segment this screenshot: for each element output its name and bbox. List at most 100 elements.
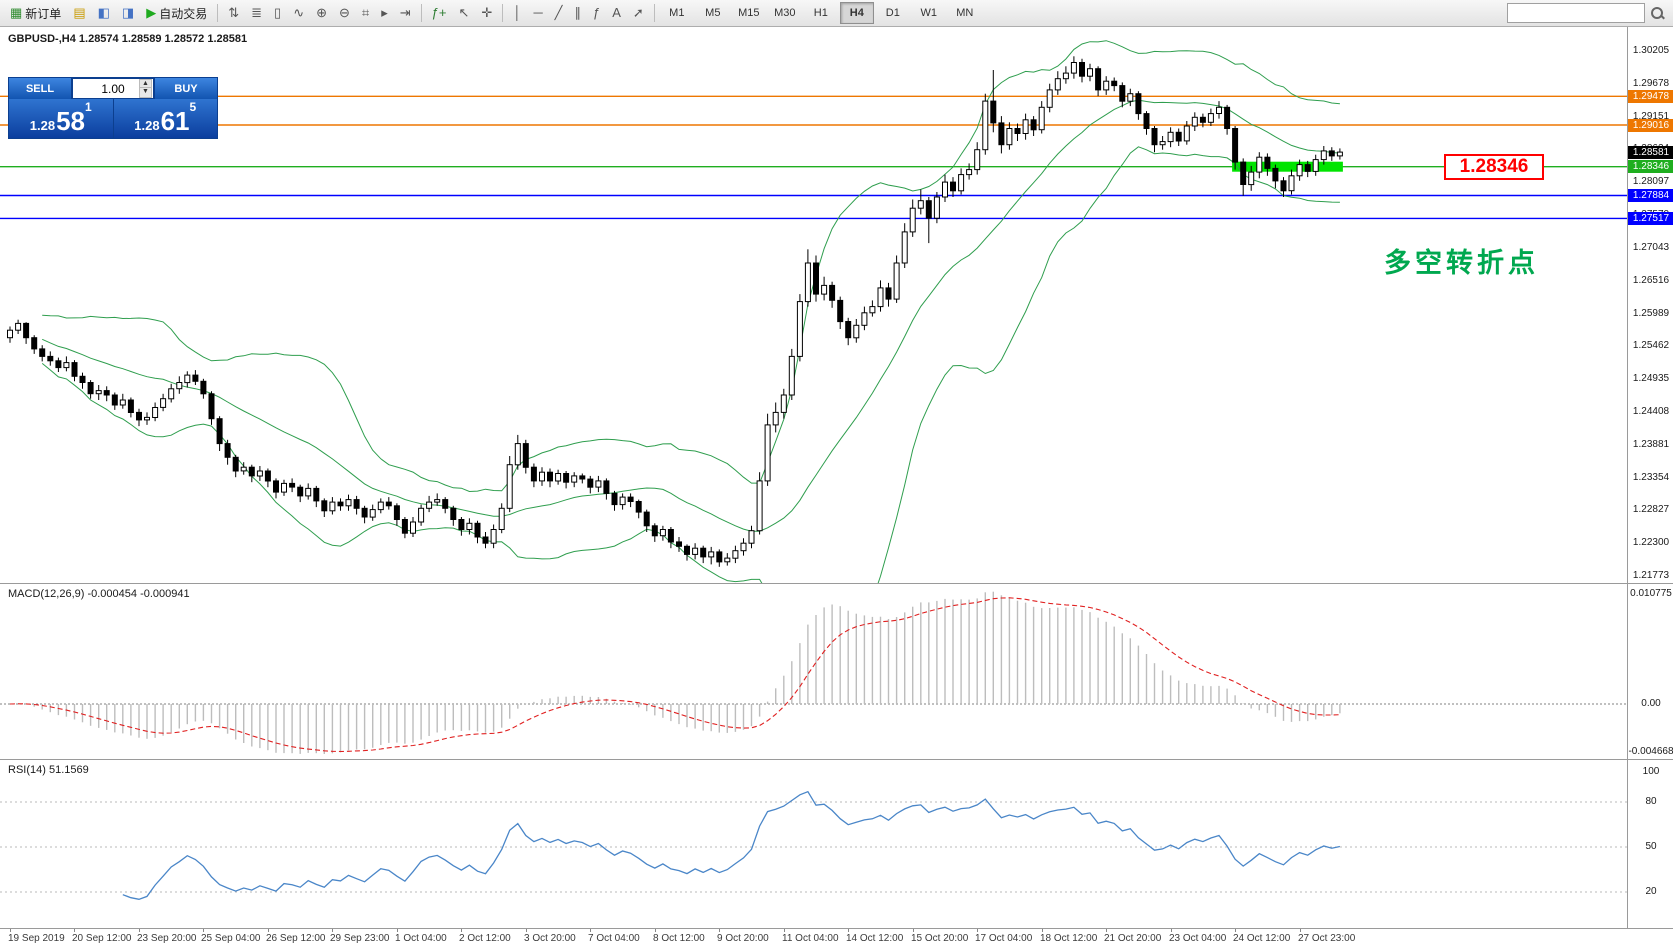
rsi-scale-tick: 80	[1645, 796, 1657, 807]
rsi-scale-tick: 100	[1642, 766, 1660, 777]
timeframe-m1-button[interactable]: M1	[669, 7, 685, 19]
price-tick: 1.30205	[1632, 45, 1670, 56]
chart-window-button[interactable]: ▤	[67, 1, 91, 25]
macd-panel[interactable]: MACD(12,26,9) -0.000454 -0.000941	[0, 584, 1627, 759]
autotrading-button[interactable]: ▶ 自动交易	[140, 1, 213, 25]
horizontal-line-icon: ─	[533, 5, 543, 20]
time-label: 23 Sep 20:00	[137, 933, 197, 944]
line-chart-button[interactable]: ∿	[287, 1, 310, 25]
time-tick	[203, 929, 204, 932]
autotrading-label: 自动交易	[159, 6, 208, 21]
buy-button[interactable]: BUY	[154, 78, 217, 99]
search-icon[interactable]	[1650, 6, 1665, 21]
level-price-badge: 1.27884	[1628, 189, 1673, 202]
panel-divider[interactable]	[0, 759, 1673, 762]
rsi-panel[interactable]: RSI(14) 51.1569	[0, 760, 1627, 928]
time-label: 2 Oct 12:00	[459, 933, 511, 944]
time-tick	[461, 929, 462, 932]
auto-scroll-icon: ▸	[381, 5, 388, 20]
cursor-icon: ↖	[458, 5, 470, 20]
grid-button[interactable]: ⌗	[356, 1, 375, 25]
crosshair-button[interactable]: ✛	[475, 1, 498, 25]
timeframe-mn-button[interactable]: MN	[956, 7, 974, 19]
timeframe-w1-button[interactable]: W1	[920, 7, 938, 19]
time-label: 21 Oct 20:00	[1104, 933, 1162, 944]
data-window-icon: ◨	[121, 5, 135, 20]
time-tick	[1235, 929, 1236, 932]
data-window-button[interactable]: ◨	[116, 1, 140, 25]
new-order-icon: ▦	[10, 5, 23, 20]
timeframe-d1-button[interactable]: D1	[885, 7, 900, 19]
profiles-button[interactable]: ◧	[92, 1, 116, 25]
text-label-button[interactable]: A	[606, 1, 627, 25]
toolbar-separator	[502, 4, 504, 22]
time-label: 11 Oct 04:00	[782, 933, 839, 944]
vertical-line-button[interactable]: │	[507, 1, 527, 25]
timeframe-h1-button[interactable]: H1	[813, 7, 828, 19]
indicators-button[interactable]: ƒ+	[426, 1, 453, 25]
zoom-out-button[interactable]: ⊖	[333, 1, 356, 25]
rsi-canvas[interactable]	[0, 760, 1627, 928]
price-tick: 1.26516	[1632, 275, 1670, 286]
timeframe-m5-button[interactable]: M5	[705, 7, 721, 19]
time-label: 19 Sep 2019	[8, 933, 65, 944]
timeframe-m30-button[interactable]: M30	[774, 7, 796, 19]
timeframe-switcher: M1 M5 M15 M30 H1 H4 D1 W1 MN	[659, 2, 983, 24]
price-tick: 1.24935	[1632, 373, 1670, 384]
time-tick	[655, 929, 656, 932]
bar-chart-button[interactable]: ≣	[245, 1, 268, 25]
zoom-in-button[interactable]: ⊕	[310, 1, 333, 25]
search-input[interactable]	[1507, 3, 1645, 23]
vertical-line-icon: │	[513, 5, 522, 20]
buy-price-button[interactable]: 1.28 61 5	[112, 99, 217, 138]
time-axis[interactable]: 19 Sep 2019 20 Sep 12:00 23 Sep 20:00 25 Se…	[0, 929, 1673, 950]
time-tick	[332, 929, 333, 932]
sell-button[interactable]: SELL	[9, 78, 72, 99]
trendline-icon: ╱	[554, 5, 563, 20]
lot-decrease-button[interactable]: ▼	[139, 87, 152, 98]
price-tick: 1.29678	[1632, 78, 1670, 89]
timeframe-h4-button[interactable]: H4	[839, 2, 874, 24]
fibonacci-icon: ƒ	[592, 5, 601, 20]
lot-size-field[interactable]: 1.00 ▲ ▼	[72, 78, 154, 99]
new-order-button[interactable]: ▦ 新订单	[4, 1, 67, 25]
time-tick	[397, 929, 398, 932]
arrow-object-icon: ➚	[632, 5, 644, 20]
main-chart-panel[interactable]: GBPUSD-,H4 1.28574 1.28589 1.28572 1.285…	[0, 27, 1627, 583]
price-axis[interactable]: 1.302051.296781.291511.286241.280971.275…	[1627, 27, 1673, 583]
macd-canvas[interactable]	[0, 584, 1627, 759]
time-tick	[1042, 929, 1043, 932]
price-tick: 1.25462	[1632, 340, 1670, 351]
auto-scroll-button[interactable]: ▸	[375, 1, 394, 25]
indicators-icon: ƒ+	[431, 5, 447, 20]
candle-chart-icon: ▯	[274, 5, 282, 20]
fibonacci-button[interactable]: ƒ	[587, 1, 606, 25]
bar-chart-icon: ≣	[251, 5, 263, 20]
candle-chart-button[interactable]: ▯	[268, 1, 287, 25]
channel-button[interactable]: ∥	[568, 1, 587, 25]
time-label: 9 Oct 20:00	[717, 933, 769, 944]
lot-size-value[interactable]: 1.00	[101, 81, 125, 96]
autotrading-icon: ▶	[146, 5, 157, 20]
sell-price-button[interactable]: 1.28 58 1	[9, 99, 113, 138]
toolbar-button-groups: ▦ 新订单 ▤ ◧ ◨ ▶ 自动交易 ⇅ ≣ ▯ ∿ ⊕ ⊖ ⌗ ▸ ⇥ ƒ+ ↖ ✛ │ ─ ╱ ∥ ƒ A ➚	[4, 1, 650, 25]
level-price-badge: 1.27517	[1628, 212, 1673, 225]
price-annotation-box[interactable]: 1.28346	[1444, 154, 1544, 180]
time-tick	[719, 929, 720, 932]
rsi-scale-tick: 50	[1645, 841, 1657, 852]
rsi-scale-tick: 20	[1645, 886, 1657, 897]
chart-shift-button[interactable]: ⇥	[394, 1, 417, 25]
arrow-object-button[interactable]: ➚	[627, 1, 650, 25]
time-label: 26 Sep 12:00	[266, 933, 326, 944]
rsi-axis[interactable]: 100 80 50 20	[1627, 760, 1673, 928]
cursor-button[interactable]: ↖	[453, 1, 476, 25]
panel-divider[interactable]	[0, 583, 1673, 586]
main-chart-canvas[interactable]	[0, 27, 1627, 583]
macd-axis[interactable]: 0.010775 0.00 -0.004668	[1627, 584, 1673, 759]
toolbar-separator	[420, 4, 422, 22]
trendline-button[interactable]: ╱	[549, 1, 569, 25]
time-tick	[913, 929, 914, 932]
order-arrows-button[interactable]: ⇅	[222, 1, 245, 25]
horizontal-line-button[interactable]: ─	[527, 1, 548, 25]
timeframe-m15-button[interactable]: M15	[738, 7, 760, 19]
